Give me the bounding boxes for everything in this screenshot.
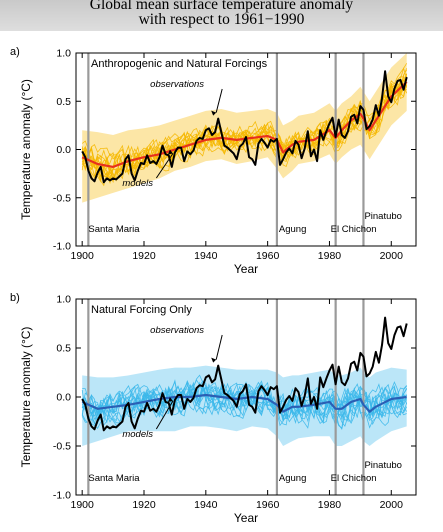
volcanic-event-label: Agung xyxy=(279,224,306,235)
volcanic-event-label: Santa Maria xyxy=(88,473,140,484)
models-leader xyxy=(155,153,174,179)
model-member-line xyxy=(81,380,407,429)
y-tick-label: 0.5 xyxy=(56,96,71,108)
model-member-line xyxy=(81,76,408,180)
panel-letter: b) xyxy=(10,292,20,304)
y-tick-label: -0.5 xyxy=(53,441,71,453)
panel-b-chart: -1.0 -0.5 0.0 0.5 1.0 1900 1920 1940 1960 1980 200… xyxy=(10,292,417,525)
figure-canvas: -1.0 -0.5 0.0 0.5 1.0 1900 1920 1940 1960 1980 200… xyxy=(10,46,417,525)
models-arrowhead xyxy=(167,397,173,402)
y-tick-label: 0.0 xyxy=(56,392,71,404)
observations-line xyxy=(81,316,408,432)
x-axis-label: Year xyxy=(234,262,258,276)
x-axis-label: Year xyxy=(234,511,258,525)
observations-arrowhead xyxy=(211,110,217,116)
model-member-line xyxy=(81,379,408,425)
plot-content xyxy=(81,299,408,495)
volcanic-event-label: El Chichon xyxy=(331,224,377,235)
observations-arrowhead xyxy=(211,357,217,363)
observations-annotation: observations xyxy=(150,79,204,90)
y-axis-label: Temperature anomaly (°C) xyxy=(19,79,33,220)
y-tick-label: 0.5 xyxy=(56,343,71,355)
volcanic-event-label: Agung xyxy=(279,473,306,484)
x-tick-label: 1900 xyxy=(71,499,95,511)
x-tick-label: 2000 xyxy=(380,250,404,262)
y-tick-label: 1.0 xyxy=(56,48,71,60)
models-annotation: models xyxy=(122,178,153,189)
x-tick-label: 1980 xyxy=(318,250,342,262)
y-tick-label: -1.0 xyxy=(53,241,71,253)
x-tick-label: 1980 xyxy=(318,499,342,511)
model-member-line xyxy=(81,69,408,184)
model-member-line xyxy=(81,383,407,423)
panel-a-chart: -1.0 -0.5 0.0 0.5 1.0 1900 1920 1940 1960 1980 200… xyxy=(10,46,417,276)
y-tick-label: -1.0 xyxy=(53,490,71,502)
model-member-line xyxy=(81,76,408,173)
model-mean-line xyxy=(81,81,408,168)
x-tick-label: 2000 xyxy=(380,499,404,511)
volcanic-event-label: El Chichon xyxy=(331,473,377,484)
observations-leader xyxy=(215,88,223,113)
plot-content xyxy=(81,53,408,246)
x-tick-label: 1960 xyxy=(256,499,280,511)
model-member-line xyxy=(81,78,407,179)
x-tick-label: 1940 xyxy=(194,250,218,262)
figure-title-line1: Global mean surface temperature anomaly xyxy=(89,0,354,13)
y-tick-label: -0.5 xyxy=(53,192,71,204)
models-arrowhead xyxy=(167,149,173,155)
x-tick-label: 1900 xyxy=(71,250,95,262)
volcanic-event-label: Pinatubo xyxy=(364,460,402,471)
observations-line xyxy=(81,70,408,184)
volcanic-event-label: Pinatubo xyxy=(364,211,402,222)
panel-title: Natural Forcing Only xyxy=(91,304,192,316)
volcanic-event-label: Santa Maria xyxy=(88,224,140,235)
observations-leader xyxy=(215,334,223,360)
figure-title-line2: with respect to 1961−1990 xyxy=(138,11,305,28)
y-tick-label: 1.0 xyxy=(56,294,71,306)
models-leader xyxy=(155,400,174,430)
panel-letter: a) xyxy=(10,46,20,58)
x-tick-label: 1920 xyxy=(132,250,156,262)
y-tick-label: 0.0 xyxy=(56,144,71,156)
model-member-line xyxy=(82,380,408,427)
figure-header: Global mean surface temperature anomaly … xyxy=(0,0,443,31)
models-annotation: models xyxy=(122,429,153,440)
observations-annotation: observations xyxy=(150,325,204,336)
panel-title: Anthropogenic and Natural Forcings xyxy=(91,58,268,70)
x-tick-label: 1920 xyxy=(132,499,156,511)
x-tick-label: 1940 xyxy=(194,499,218,511)
x-tick-label: 1960 xyxy=(256,250,280,262)
y-axis-label: Temperature anomaly (°C) xyxy=(19,327,33,468)
